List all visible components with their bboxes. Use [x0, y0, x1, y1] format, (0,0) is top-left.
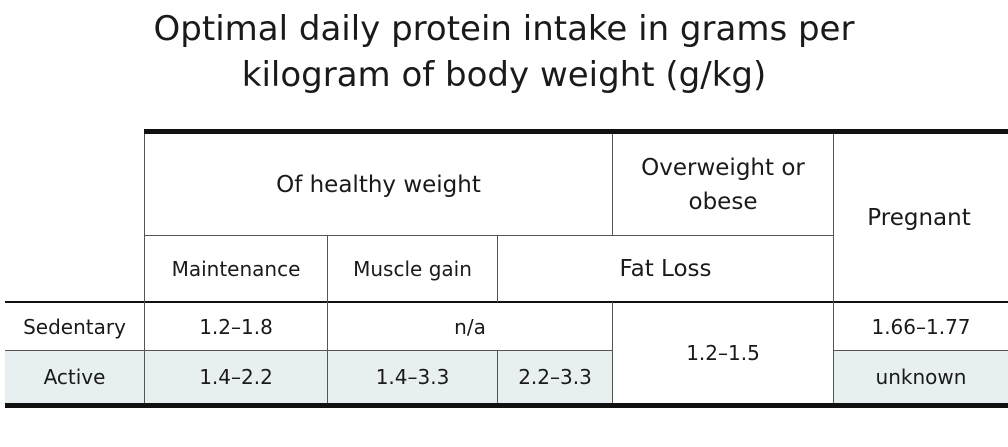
col-line-5	[833, 134, 834, 403]
top-rule	[144, 129, 1008, 134]
overweight-value: 1.2–1.5	[686, 341, 760, 365]
col-line-4	[612, 134, 613, 235]
header-healthy-weight: Of healthy weight	[276, 171, 481, 198]
col-line-3b	[497, 350, 498, 403]
active-maintenance: 1.4–2.2	[199, 365, 273, 389]
page-title: Optimal daily protein intake in grams pe…	[0, 6, 1008, 98]
header-overweight: Overweight or obese	[641, 154, 805, 215]
title-line-1: Optimal daily protein intake in grams pe…	[153, 9, 855, 49]
active-pregnant-band	[834, 351, 1008, 403]
sedentary-pregnant: 1.66–1.77	[871, 314, 971, 339]
title-line-2: kilogram of body weight (g/kg)	[241, 55, 767, 95]
col-line-4b	[612, 302, 613, 403]
header-pregnant: Pregnant	[867, 205, 971, 231]
header-fat-loss: Fat Loss	[619, 256, 712, 282]
row-separator-pregnant	[834, 350, 1008, 351]
active-pregnant: unknown	[875, 365, 967, 389]
active-row-band	[5, 351, 613, 403]
col-line-2	[327, 235, 328, 403]
col-line-1	[144, 134, 145, 403]
col-line-3a	[497, 235, 498, 302]
row-label-active: Active	[43, 365, 106, 389]
header-bottom-rule	[5, 301, 1008, 303]
active-muscle-gain: 1.4–3.3	[375, 365, 450, 389]
header-mid-line	[144, 235, 834, 236]
bottom-rule	[5, 403, 1008, 408]
sedentary-gain-loss: n/a	[454, 314, 486, 339]
row-separator	[5, 350, 613, 351]
header-maintenance: Maintenance	[171, 257, 301, 281]
active-fat-loss: 2.2–3.3	[518, 365, 592, 389]
sedentary-maintenance: 1.2–1.8	[199, 314, 273, 339]
row-label-sedentary: Sedentary	[23, 314, 126, 339]
header-muscle-gain: Muscle gain	[353, 257, 472, 281]
